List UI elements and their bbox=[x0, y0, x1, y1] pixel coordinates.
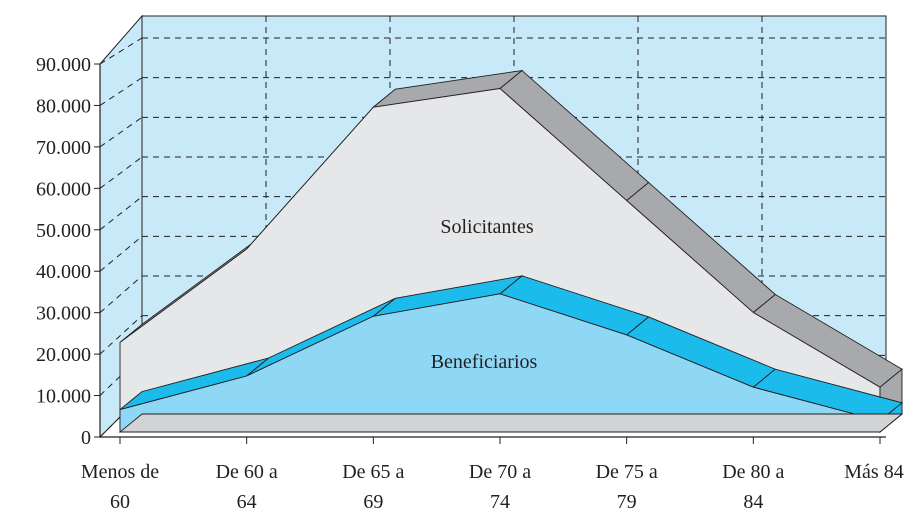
x-tick-label: De 65 a 69 bbox=[342, 461, 404, 513]
y-tick-label: 50.000 bbox=[36, 220, 91, 242]
floor-strip bbox=[118, 413, 904, 433]
gridline-side bbox=[99, 315, 143, 355]
y-tick-label: 30.000 bbox=[36, 303, 91, 325]
gridline-side bbox=[99, 275, 143, 314]
y-tick-label: 60.000 bbox=[36, 178, 91, 200]
y-tick-label: 70.000 bbox=[36, 137, 91, 159]
gridline-side bbox=[99, 235, 143, 272]
y-tick-label: 90.000 bbox=[36, 54, 91, 76]
x-tick-label: De 75 a 79 bbox=[596, 461, 658, 513]
gridline-side bbox=[99, 37, 143, 65]
y-tick-label: 80.000 bbox=[36, 95, 91, 117]
gridline-side bbox=[99, 156, 143, 189]
y-tick-label: 0 bbox=[81, 427, 91, 449]
y-tick-label: 40.000 bbox=[36, 261, 91, 283]
series-layer bbox=[119, 69, 903, 433]
x-tick-label: Menos de 60 bbox=[81, 461, 159, 513]
x-tick-label: De 70 a 74 bbox=[469, 461, 531, 513]
gridline-side bbox=[99, 196, 143, 231]
x-tick-label: De 60 a 64 bbox=[216, 461, 278, 513]
y-tick-label: 10.000 bbox=[36, 386, 91, 408]
x-axis-ticks: Menos de 60 De 60 a 64 De 65 a 69 De 70 a 74 De … bbox=[81, 437, 904, 513]
gridline-side bbox=[99, 77, 143, 106]
x-tick-label: Más 84 bbox=[844, 461, 903, 483]
y-axis-ticks: 0 10.000 20.000 30.000 40.000 50.000 60.000 70.… bbox=[36, 54, 100, 449]
gridline-side bbox=[99, 116, 143, 148]
series-beneficiarios bbox=[119, 275, 903, 433]
x-tick-label: De 80 a 84 bbox=[722, 461, 784, 513]
series-label-solicitantes: Solicitantes bbox=[440, 216, 534, 238]
series-labels: Solicitantes Beneficiarios bbox=[431, 216, 538, 373]
floor bbox=[100, 413, 904, 438]
y-tick-label: 20.000 bbox=[36, 344, 91, 366]
series-label-beneficiarios: Beneficiarios bbox=[431, 351, 538, 373]
